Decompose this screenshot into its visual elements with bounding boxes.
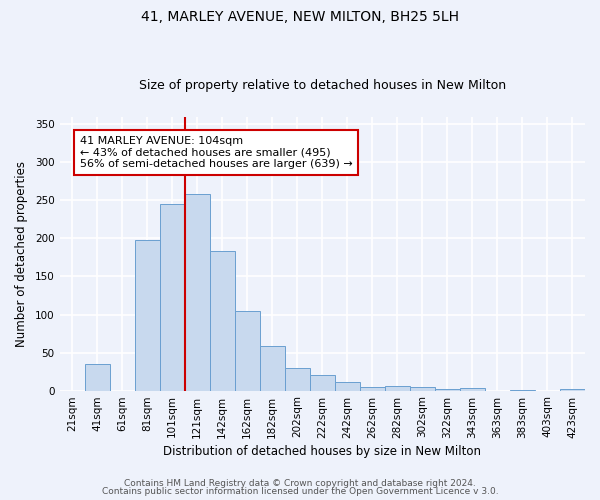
Text: Contains HM Land Registry data © Crown copyright and database right 2024.: Contains HM Land Registry data © Crown c… — [124, 478, 476, 488]
Bar — [360, 387, 385, 390]
X-axis label: Distribution of detached houses by size in New Milton: Distribution of detached houses by size … — [163, 444, 481, 458]
Text: 41 MARLEY AVENUE: 104sqm
← 43% of detached houses are smaller (495)
56% of semi-: 41 MARLEY AVENUE: 104sqm ← 43% of detach… — [80, 136, 352, 169]
Text: Contains public sector information licensed under the Open Government Licence v : Contains public sector information licen… — [101, 487, 499, 496]
Bar — [134, 240, 160, 390]
Bar — [310, 376, 335, 390]
Bar — [435, 389, 460, 390]
Bar — [285, 368, 310, 390]
Bar — [560, 389, 585, 390]
Text: 41, MARLEY AVENUE, NEW MILTON, BH25 5LH: 41, MARLEY AVENUE, NEW MILTON, BH25 5LH — [141, 10, 459, 24]
Bar — [260, 346, 285, 391]
Bar — [160, 204, 185, 390]
Bar — [85, 364, 110, 390]
Bar — [460, 388, 485, 390]
Bar — [335, 382, 360, 390]
Bar — [209, 250, 235, 390]
Bar — [385, 386, 410, 390]
Y-axis label: Number of detached properties: Number of detached properties — [15, 160, 28, 346]
Bar — [235, 310, 260, 390]
Bar — [185, 194, 209, 390]
Bar — [410, 387, 435, 390]
Title: Size of property relative to detached houses in New Milton: Size of property relative to detached ho… — [139, 79, 506, 92]
